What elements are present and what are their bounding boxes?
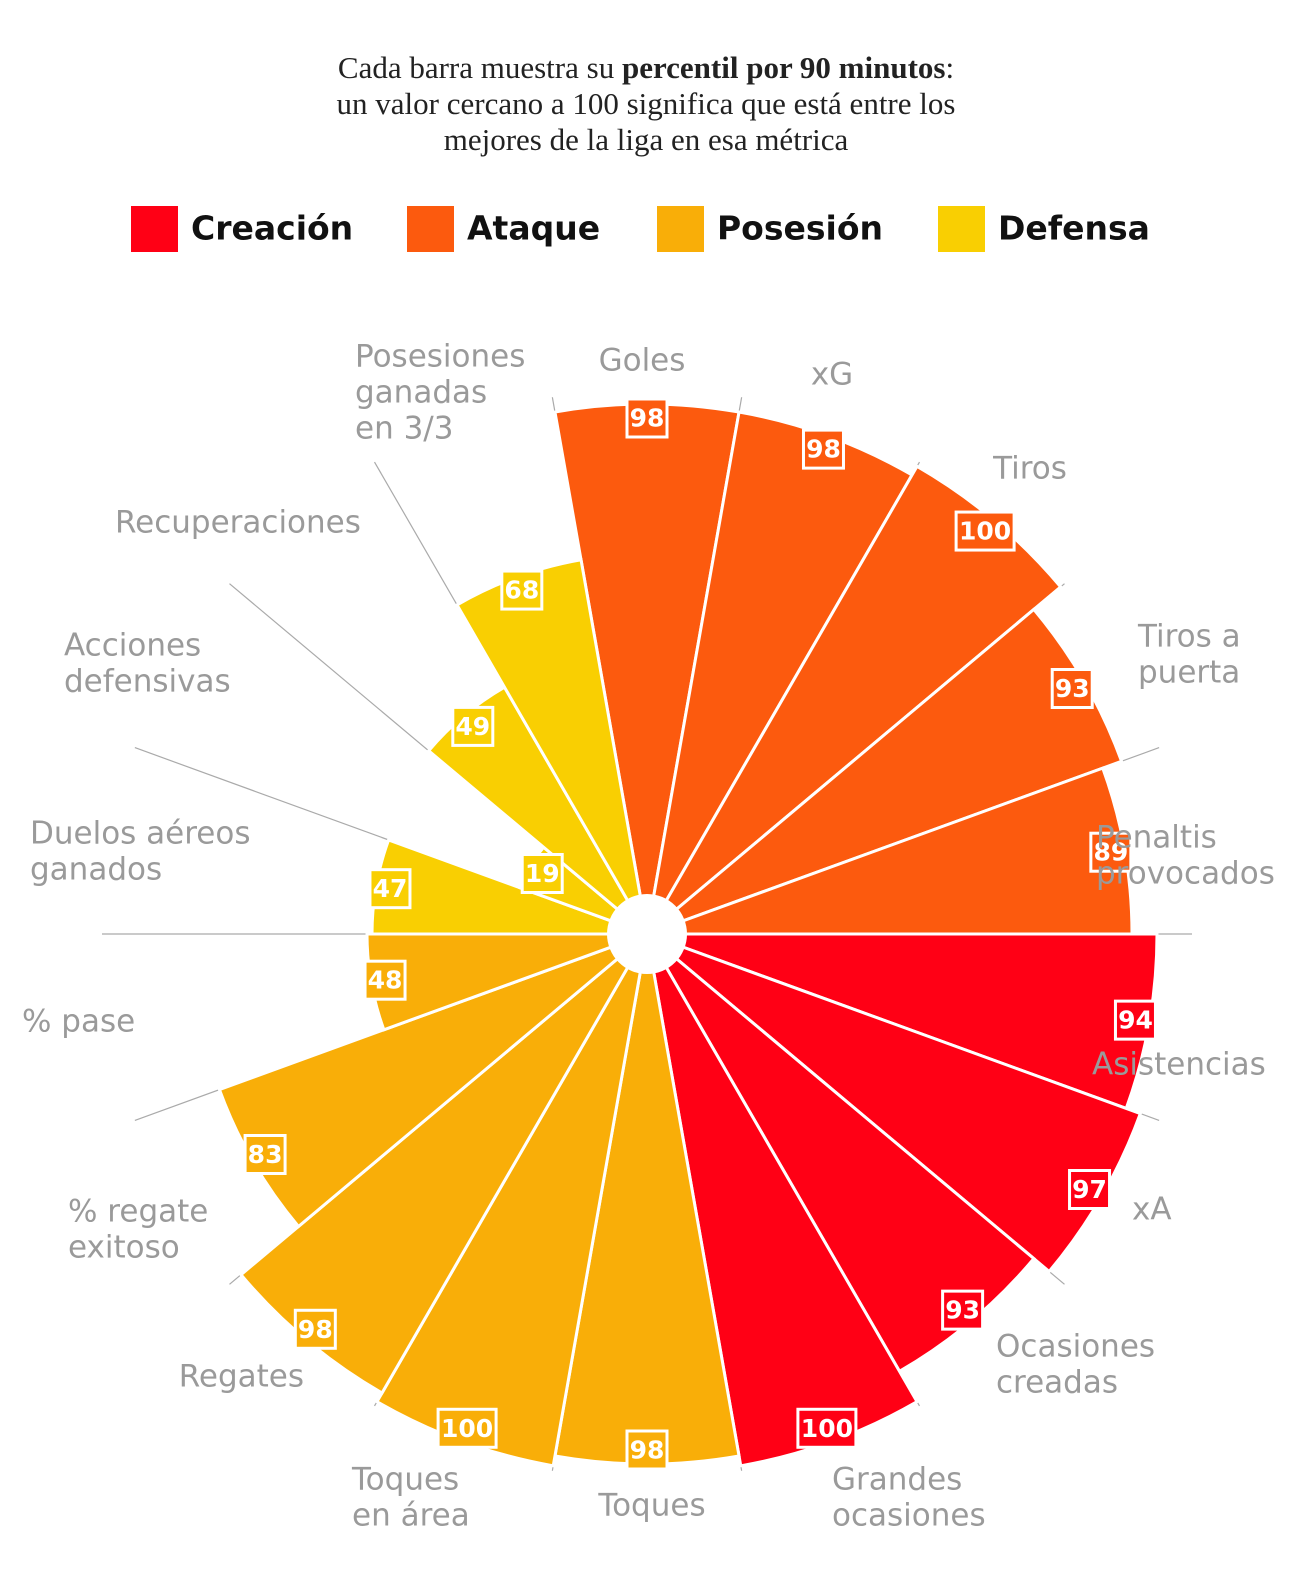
category-label: creadas xyxy=(996,1365,1118,1401)
value-box xyxy=(801,428,845,470)
category-label: Goles xyxy=(599,343,686,379)
value-box xyxy=(941,1289,985,1331)
value-box xyxy=(1068,1169,1112,1210)
value-label: 98 xyxy=(630,404,665,433)
value-label: 100 xyxy=(441,1414,493,1443)
category-label: puerta xyxy=(1138,655,1240,691)
legend-label: Creación xyxy=(191,209,353,248)
category-label: % regate xyxy=(68,1194,208,1230)
category-label: en área xyxy=(352,1498,470,1534)
category-label: Tiros a xyxy=(1137,619,1241,655)
value-label: 100 xyxy=(801,1414,853,1443)
value-box xyxy=(1089,831,1133,873)
title-part: : xyxy=(945,50,954,85)
category-label: Tiros xyxy=(992,451,1067,487)
value-box xyxy=(954,510,1016,552)
value-box xyxy=(520,853,564,894)
category-label: exitoso xyxy=(68,1230,180,1266)
category-label: xA xyxy=(1132,1192,1172,1228)
value-label: 48 xyxy=(368,966,403,995)
category-label: Toques xyxy=(351,1462,459,1498)
value-label: 93 xyxy=(1055,674,1090,703)
legend-label: Ataque xyxy=(467,209,600,248)
legend-swatch xyxy=(657,206,704,252)
value-box xyxy=(625,397,669,439)
value-label: 19 xyxy=(525,859,560,888)
category-label: % pase xyxy=(22,1004,135,1040)
value-box xyxy=(796,1407,858,1449)
value-label: 47 xyxy=(373,874,408,903)
title-part: un valor cercano a 100 significa que est… xyxy=(337,86,956,121)
title-line: mejores de la liga en esa métrica xyxy=(444,122,849,157)
legend-swatch xyxy=(407,206,454,252)
value-box xyxy=(451,705,495,747)
value-label: 98 xyxy=(298,1315,333,1344)
category-label: Recuperaciones xyxy=(115,505,361,541)
category-label: Duelos aéreos xyxy=(30,816,251,852)
value-label: 68 xyxy=(504,576,539,605)
value-label: 97 xyxy=(1072,1175,1107,1204)
value-label: 100 xyxy=(959,517,1011,546)
value-box xyxy=(243,1134,287,1175)
value-box xyxy=(1113,999,1157,1041)
category-label: Penaltis xyxy=(1096,820,1217,856)
title-part: Cada barra muestra su xyxy=(338,50,622,85)
legend-swatch xyxy=(938,206,985,252)
category-label: Asistencias xyxy=(1092,1047,1266,1083)
category-label: Grandes xyxy=(832,1462,962,1498)
value-label: 98 xyxy=(806,435,841,464)
value-label: 94 xyxy=(1118,1006,1153,1035)
value-box xyxy=(1050,668,1094,709)
value-box xyxy=(293,1308,337,1350)
value-label: 89 xyxy=(1093,838,1128,867)
title-line: un valor cercano a 100 significa que est… xyxy=(337,86,956,121)
category-label: ganados xyxy=(30,852,162,888)
category-label: defensivas xyxy=(64,664,231,700)
category-label: xG xyxy=(811,357,853,393)
legend-label: Posesión xyxy=(717,209,883,248)
category-label: Acciones xyxy=(64,628,201,664)
center-hole xyxy=(607,894,687,974)
category-label: en 3/3 xyxy=(355,411,453,447)
category-label: ganadas xyxy=(355,375,487,411)
title-part: mejores de la liga en esa métrica xyxy=(444,122,849,157)
legend-swatch xyxy=(131,206,178,252)
value-box xyxy=(500,569,544,611)
legend-label: Defensa xyxy=(998,209,1150,248)
category-label: Posesiones xyxy=(355,339,525,375)
title-line: Cada barra muestra su percentil por 90 m… xyxy=(338,50,954,85)
category-label: ocasiones xyxy=(832,1498,986,1534)
category-label: Ocasiones xyxy=(996,1329,1155,1365)
value-label: 98 xyxy=(630,1436,665,1465)
category-label: Regates xyxy=(179,1359,304,1395)
title-part: percentil por 90 minutos xyxy=(622,50,946,85)
value-label: 83 xyxy=(248,1140,283,1169)
value-box xyxy=(368,868,412,910)
value-box xyxy=(625,1429,669,1471)
value-box xyxy=(436,1407,498,1449)
value-box xyxy=(363,959,407,1001)
value-label: 49 xyxy=(455,712,490,741)
category-label: provocados xyxy=(1096,856,1275,892)
value-label: 93 xyxy=(945,1296,980,1325)
category-label: Toques xyxy=(597,1488,705,1524)
